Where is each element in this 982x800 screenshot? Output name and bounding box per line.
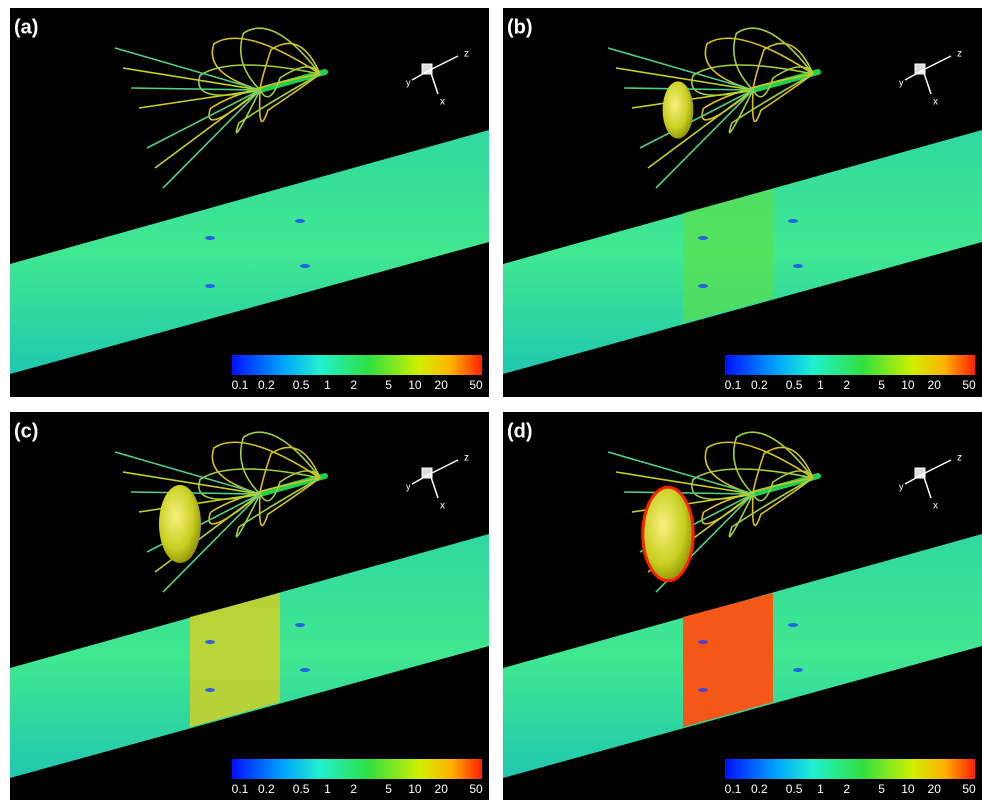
filter-basket (663, 81, 694, 138)
panel: z y x (c) 0.1 0.2 0.5 1 2 5 10 20 50 (10, 412, 489, 800)
pipe-spot (295, 623, 305, 627)
colorbar-tick-label: 5 (385, 378, 392, 392)
colorbar-tick-label: 50 (962, 378, 976, 392)
axis-label: z (464, 49, 469, 60)
pipe-spot (295, 219, 305, 223)
colorbar-tick-label: 10 (408, 782, 422, 796)
pipe-spot (300, 264, 310, 268)
panel: z y x (a) 0.1 0.2 0.5 1 2 5 10 20 50 (10, 8, 489, 397)
colorbar (725, 759, 975, 779)
pipe-spot (788, 623, 798, 627)
colorbar-tick-label: 2 (350, 782, 357, 796)
filter-basket (159, 485, 201, 563)
axis-label: y (406, 77, 411, 87)
colorbar (232, 759, 482, 779)
panel-label: (a) (14, 16, 38, 38)
axis-label: z (957, 453, 962, 464)
colorbar-tick-label: 1 (817, 782, 824, 796)
colorbar-tick-label: 0.5 (786, 782, 803, 796)
colorbar (232, 355, 482, 375)
colorbar-tick-label: 20 (435, 378, 449, 392)
colorbar-tick-label: 0.2 (258, 782, 275, 796)
panel-label: (b) (507, 16, 533, 38)
colorbar-tick-label: 50 (469, 378, 483, 392)
colorbar-tick-label: 50 (469, 782, 483, 796)
colorbar-tick-label: 2 (843, 782, 850, 796)
colorbar-tick-label: 50 (962, 782, 976, 796)
axis-label: y (406, 481, 411, 491)
colorbar-tick-label: 10 (901, 378, 915, 392)
filter-basket (643, 487, 693, 581)
pipe-spot (698, 236, 708, 240)
axis-label: x (933, 501, 938, 512)
colorbar-tick-label: 2 (350, 378, 357, 392)
colorbar-tick-label: 0.1 (725, 378, 742, 392)
page: z y x (a) 0.1 0.2 0.5 1 2 5 10 20 50 z y x (b) 0.1 0.2 0.5 1… (0, 0, 982, 800)
colorbar-tick-label: 20 (928, 782, 942, 796)
axis-label: x (933, 97, 938, 108)
axis-label: y (899, 481, 904, 491)
colorbar-tick-label: 0.2 (751, 782, 768, 796)
pipe-spot (793, 264, 803, 268)
colorbar-tick-label: 0.5 (293, 782, 310, 796)
axis-label: y (899, 77, 904, 87)
panel: z y x (d) 0.1 0.2 0.5 1 2 5 10 20 50 (503, 412, 982, 800)
colorbar-tick-label: 0.1 (232, 378, 249, 392)
pipe-spot (205, 688, 215, 692)
panel: z y x (b) 0.1 0.2 0.5 1 2 5 10 20 50 (503, 8, 982, 397)
colorbar-tick-label: 10 (408, 378, 422, 392)
pipe-spot (698, 640, 708, 644)
axis-label: z (957, 49, 962, 60)
pipe-spot (205, 236, 215, 240)
pipe-spot (793, 668, 803, 672)
colorbar-tick-label: 5 (385, 782, 392, 796)
colorbar-tick-label: 0.5 (293, 378, 310, 392)
colorbar-tick-label: 20 (928, 378, 942, 392)
pipe-spot (698, 688, 708, 692)
colorbar-tick-label: 5 (878, 378, 885, 392)
colorbar-tick-label: 1 (324, 378, 331, 392)
axis-label: z (464, 453, 469, 464)
colorbar-tick-label: 0.2 (258, 378, 275, 392)
pipe-spot (300, 668, 310, 672)
colorbar-tick-label: 1 (324, 782, 331, 796)
pipe-spot (205, 284, 215, 288)
colorbar-tick-label: 0.1 (725, 782, 742, 796)
colorbar-tick-label: 0.1 (232, 782, 249, 796)
panel-label: (c) (14, 420, 38, 442)
colorbar-tick-label: 2 (843, 378, 850, 392)
pipe-spot (205, 640, 215, 644)
pipe-spot (788, 219, 798, 223)
axis-label: x (440, 97, 445, 108)
colorbar-tick-label: 0.2 (751, 378, 768, 392)
colorbar (725, 355, 975, 375)
colorbar-tick-label: 20 (435, 782, 449, 796)
colorbar-tick-label: 1 (817, 378, 824, 392)
panel-label: (d) (507, 420, 533, 442)
colorbar-tick-label: 5 (878, 782, 885, 796)
colorbar-tick-label: 0.5 (786, 378, 803, 392)
pipe-spot (698, 284, 708, 288)
colorbar-tick-label: 10 (901, 782, 915, 796)
axis-label: x (440, 501, 445, 512)
figure: z y x (a) 0.1 0.2 0.5 1 2 5 10 20 50 z y x (b) 0.1 0.2 0.5 1… (0, 0, 982, 800)
